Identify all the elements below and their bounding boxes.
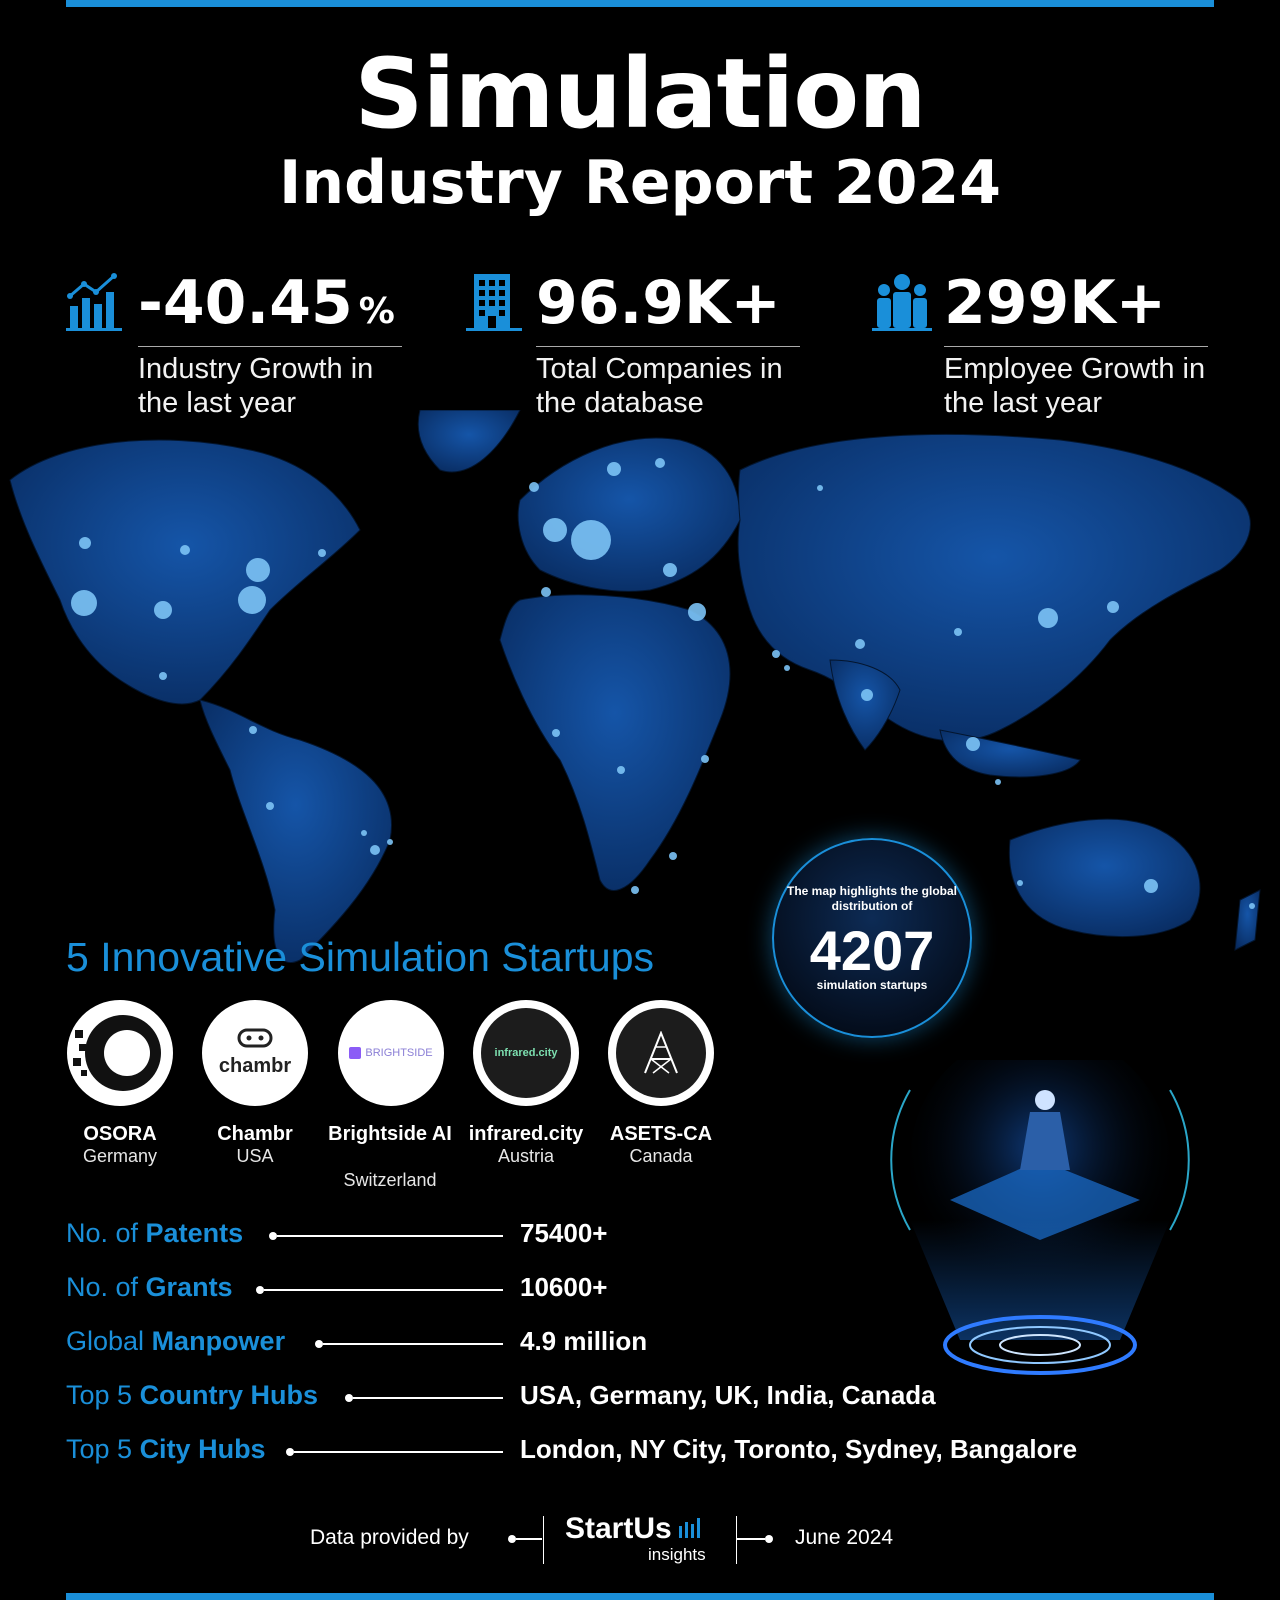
- startup-country: USA: [236, 1146, 274, 1166]
- metric-dot: [269, 1232, 277, 1240]
- page-title: Simulation: [354, 38, 926, 150]
- stat-value: -40.45: [138, 268, 353, 338]
- bars-icon: [679, 1518, 701, 1538]
- metric-label-manpower: Global Manpower: [66, 1326, 286, 1356]
- stat-unit: %: [358, 291, 395, 332]
- startup-name: ASETS-CA: [609, 1123, 713, 1145]
- osora-logo: [67, 1000, 173, 1106]
- startup-markers: [71, 458, 1255, 909]
- startup-name: Chambr: [217, 1123, 293, 1145]
- footer-divider: [736, 1516, 737, 1564]
- badge-text: The map highlights the global distributi…: [787, 884, 957, 913]
- metric-value-patents: 75400+: [520, 1218, 608, 1248]
- divider: [138, 346, 402, 347]
- stat-value: 96.9K+: [536, 268, 781, 338]
- north-america: [9, 439, 361, 705]
- startup-name: infrared.city: [468, 1123, 584, 1145]
- africa: [499, 594, 731, 891]
- footer-provided-by: Data provided by: [310, 1526, 469, 1549]
- brightside-mark-icon: [349, 1047, 362, 1059]
- people-icon: [872, 274, 932, 331]
- metric-value-grants: 10600+: [520, 1272, 608, 1302]
- metric-label-grants: No. of Grants: [66, 1272, 233, 1302]
- infrared-logo: infrared.city: [473, 1000, 579, 1106]
- osora-logo-icon: [73, 1015, 161, 1091]
- startups-title: 5 Innovative Simulation Startups: [66, 934, 654, 980]
- startup-country: Canada: [629, 1146, 693, 1166]
- metric-dot: [286, 1448, 294, 1456]
- startup-name: OSORA: [83, 1123, 157, 1145]
- brightside-logo: BRIGHTSIDE: [338, 1000, 444, 1106]
- startup-country: Switzerland: [343, 1170, 437, 1190]
- chambr-logo: chambr: [202, 1000, 308, 1106]
- startup-count-badge: The map highlights the global distributi…: [772, 838, 972, 1038]
- metric-label-city-hubs: Top 5 City Hubs: [66, 1434, 266, 1464]
- building-icon: [466, 274, 522, 331]
- brightside-logo-text: BRIGHTSIDE: [365, 1047, 433, 1059]
- footer-dot: [765, 1535, 773, 1543]
- metric-dot: [256, 1286, 264, 1294]
- metric-label-country-hubs: Top 5 Country Hubs: [66, 1380, 319, 1410]
- stat-label: Total Companies in the database: [536, 353, 783, 419]
- europe: [517, 437, 741, 592]
- startup-country: Germany: [82, 1146, 158, 1166]
- brand-sub: insights: [648, 1545, 706, 1564]
- infrared-logo-text: infrared.city: [494, 1047, 558, 1059]
- india: [829, 659, 901, 751]
- startup-country: Austria: [497, 1146, 555, 1166]
- metric-dot: [345, 1394, 353, 1402]
- startus-logo: StartUs insights: [565, 1512, 706, 1564]
- footer-line: [737, 1538, 765, 1540]
- stat-value: 299K+: [944, 268, 1167, 338]
- asia: [737, 433, 1251, 742]
- world-map: [9, 410, 1261, 963]
- tower-icon: [644, 1031, 678, 1074]
- brand-name: StartUs: [565, 1512, 672, 1545]
- footer-date: June 2024: [795, 1526, 894, 1549]
- greenland: [417, 410, 521, 473]
- growth-chart-icon: [66, 273, 122, 331]
- metric-line: [323, 1343, 503, 1345]
- badge-count: 4207: [809, 919, 935, 982]
- chat-bubble-icon: [237, 1028, 273, 1048]
- page-subtitle: Industry Report 2024: [279, 148, 1001, 218]
- metric-dot: [315, 1340, 323, 1348]
- stat-label: Industry Growth in the last year: [138, 353, 374, 419]
- bottom-accent-bar: [66, 1593, 1214, 1600]
- footer-line: [516, 1538, 542, 1540]
- vr-hologram-illustration: [890, 1060, 1190, 1375]
- metric-line: [264, 1289, 503, 1291]
- badge-suffix: simulation startups: [816, 978, 928, 992]
- top-accent-bar: [66, 0, 1214, 7]
- asets-logo: [608, 1000, 714, 1106]
- startup-name: Brightside AI: [328, 1123, 452, 1145]
- southeast-asia: [939, 729, 1081, 778]
- stat-label: Employee Growth in the last year: [944, 353, 1206, 419]
- new-zealand: [1234, 889, 1261, 951]
- divider: [944, 346, 1208, 347]
- chambr-logo-text: chambr: [218, 1055, 292, 1077]
- footer-divider: [543, 1516, 544, 1564]
- footer-dot: [508, 1535, 516, 1543]
- south-america: [199, 699, 392, 963]
- metric-line: [294, 1451, 503, 1453]
- metric-label-patents: No. of Patents: [66, 1218, 244, 1248]
- metric-line: [353, 1397, 503, 1399]
- metric-value-manpower: 4.9 million: [520, 1326, 648, 1356]
- divider: [536, 346, 800, 347]
- metric-value-country-hubs: USA, Germany, UK, India, Canada: [520, 1380, 936, 1410]
- australia: [1008, 818, 1201, 938]
- metric-line: [277, 1235, 503, 1237]
- metric-value-city-hubs: London, NY City, Toronto, Sydney, Bangal…: [520, 1434, 1078, 1464]
